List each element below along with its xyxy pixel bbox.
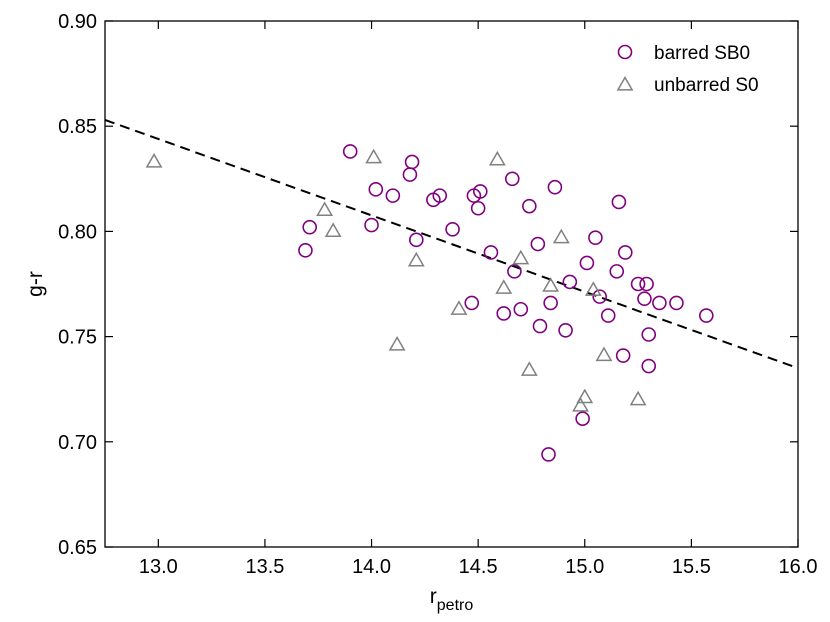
data-point-circle (637, 291, 652, 307)
data-point-triangle (576, 388, 594, 404)
y-axis-label: g-r (24, 271, 47, 297)
data-point-triangle (520, 361, 538, 376)
data-point-triangle (572, 397, 589, 412)
data-point-circle (445, 221, 460, 237)
data-point-circle (470, 200, 486, 216)
axis-ticks: 13.0 13.5 14.0 14.5 15.0 15.5 16.0 0.65 0.70 0.75… (58, 11, 817, 578)
data-point-circle (615, 348, 631, 363)
data-point-circle (298, 243, 313, 258)
data-point-circle (432, 188, 448, 203)
legend-marker-circle (617, 44, 633, 60)
data-point-circle (385, 188, 401, 203)
x-tick-label: 15.0 (565, 556, 604, 578)
x-axis-label-subscript: petro (437, 597, 474, 614)
legend-label: unbarred S0 (654, 75, 759, 96)
data-point-circle (504, 171, 520, 187)
data-point-triangle (512, 249, 530, 265)
data-point-triangle (316, 201, 334, 216)
legend-label: barred SB0 (654, 43, 750, 64)
data-point-circle (404, 154, 420, 170)
legend: barred SB0 unbarred S0 (616, 43, 759, 96)
data-point-circle (302, 219, 318, 235)
data-point-circle (641, 327, 657, 342)
data-point-circle (541, 447, 556, 462)
data-point-circle (699, 308, 714, 323)
x-tick-label: 15.5 (672, 556, 711, 578)
data-point-circle (558, 322, 573, 338)
data-point-circle (641, 358, 657, 374)
y-tick-label: 0.90 (58, 11, 97, 33)
data-point-triangle (145, 152, 163, 168)
data-point-triangle (488, 150, 506, 166)
data-point-circle (600, 308, 616, 323)
data-point-circle (472, 184, 488, 199)
data-point-triangle (629, 390, 647, 406)
data-point-triangle (388, 336, 406, 351)
plot-frame (104, 20, 799, 548)
plot-marks (105, 118, 798, 462)
data-point-triangle (584, 281, 602, 296)
data-point-circle (579, 255, 595, 271)
data-point-circle (575, 411, 590, 426)
data-point-triangle (324, 222, 342, 238)
data-point-triangle (407, 251, 425, 267)
data-point-triangle (450, 300, 468, 315)
data-point-triangle (595, 346, 613, 362)
data-point-triangle (542, 277, 560, 292)
data-point-circle (617, 245, 633, 260)
x-tick-label: 13.0 (139, 556, 178, 578)
x-tick-label: 13.5 (245, 556, 284, 578)
data-point-triangle (495, 279, 513, 294)
x-axis-label-main: r (430, 585, 437, 608)
legend-marker-triangle (616, 75, 634, 91)
x-tick-label: 16.0 (779, 556, 818, 578)
data-point-circle (402, 167, 418, 182)
data-point-circle (483, 245, 499, 260)
data-point-circle (532, 318, 548, 334)
data-point-circle (639, 276, 654, 292)
y-tick-label: 0.80 (58, 221, 97, 243)
data-point-circle (368, 182, 384, 197)
data-point-circle (630, 276, 646, 292)
data-point-circle (364, 217, 379, 233)
data-point-circle (669, 295, 684, 311)
data-point-circle (507, 264, 522, 279)
x-tick-label: 14.0 (352, 556, 391, 578)
y-tick-label: 0.65 (58, 537, 97, 559)
data-point-circle (530, 236, 546, 252)
data-point-circle (464, 295, 480, 311)
data-point-circle (609, 264, 625, 279)
y-tick-label: 0.75 (58, 327, 97, 349)
data-point-circle (409, 232, 424, 248)
y-tick-label: 0.85 (58, 116, 97, 138)
x-tick-label: 14.5 (459, 556, 498, 578)
data-point-circle (342, 144, 358, 159)
data-point-circle (592, 289, 607, 304)
data-point-circle (652, 295, 667, 311)
fit-line (105, 118, 798, 370)
data-point-circle (588, 230, 603, 246)
data-point-circle (522, 198, 537, 214)
data-point-circle (611, 194, 627, 210)
data-point-circle (496, 306, 512, 321)
x-axis-label: rpetro (430, 585, 474, 614)
data-point-triangle (365, 148, 383, 164)
data-point-circle (543, 295, 558, 311)
y-tick-label: 0.70 (58, 432, 97, 454)
data-point-circle (562, 274, 578, 290)
data-point-circle (547, 179, 563, 195)
data-point-triangle (552, 228, 570, 244)
data-point-circle (513, 301, 529, 317)
